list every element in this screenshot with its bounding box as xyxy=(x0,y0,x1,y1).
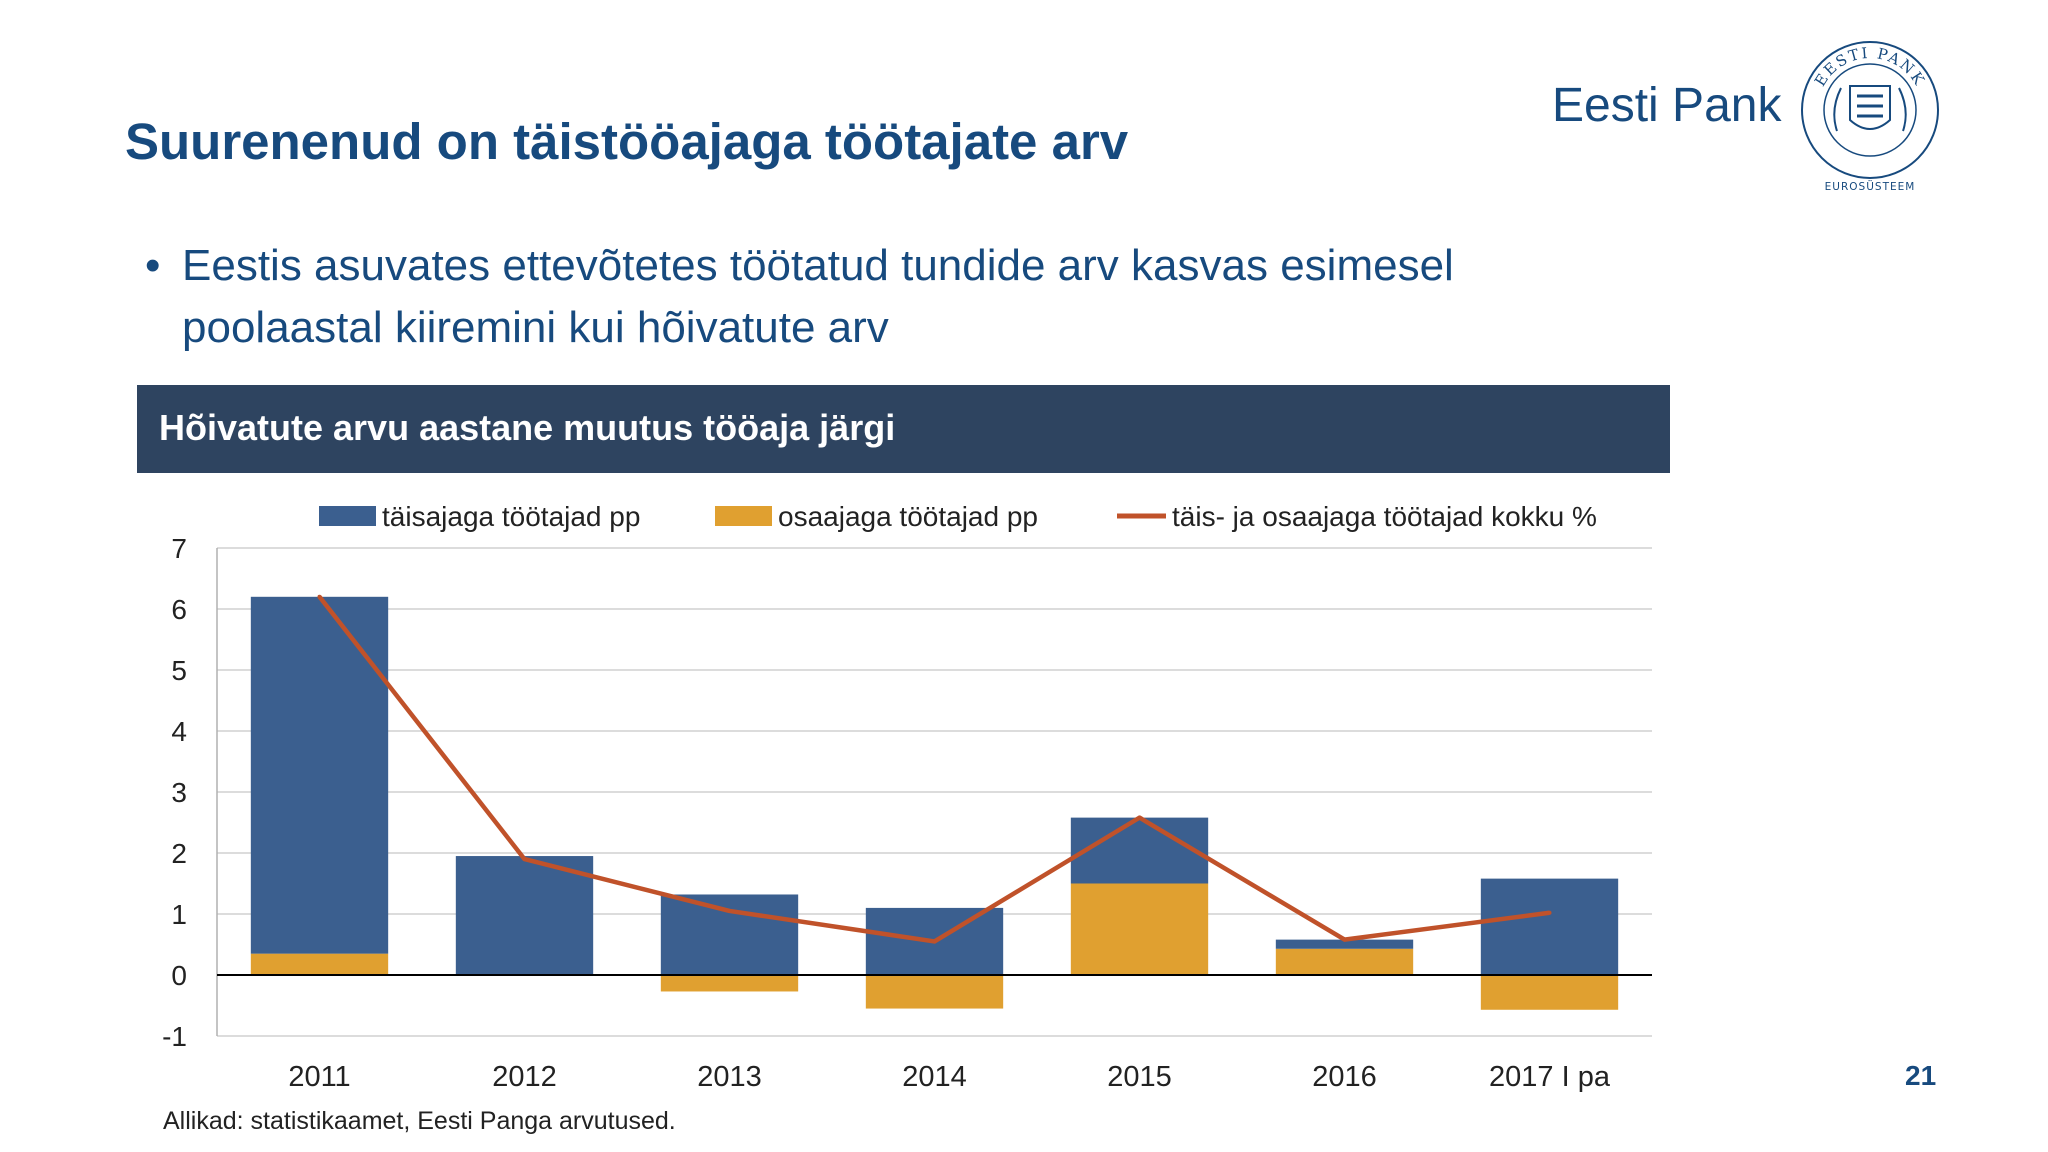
total-line-point xyxy=(1137,815,1142,820)
seal-subtitle: EUROSÜSTEEM xyxy=(1825,180,1916,193)
legend-label: täis- ja osaajaga töötajad kokku % xyxy=(1172,501,1597,532)
bar-full-time xyxy=(250,596,389,954)
y-tick-label: 7 xyxy=(171,533,187,564)
y-tick-label: 1 xyxy=(171,899,187,930)
y-tick-label: 3 xyxy=(171,777,187,808)
x-tick-label: 2012 xyxy=(492,1061,557,1093)
total-line-point xyxy=(522,857,527,862)
bar-full-time xyxy=(455,856,594,975)
bar-full-time xyxy=(1275,939,1414,949)
y-tick-label: 6 xyxy=(171,594,187,625)
bullet-icon: • xyxy=(145,241,161,290)
chart-area: -1 0 1 2 3 4 5 6 7 2011 2012 2013 2014 2015 2016 2017 I… xyxy=(137,473,1670,1093)
x-tick-label: 2014 xyxy=(902,1061,967,1093)
x-tick-label: 2017 I pa xyxy=(1489,1061,1611,1093)
bar-part-time xyxy=(250,953,389,975)
chart-header: Hõivatute arvu aastane muutus tööaja jär… xyxy=(137,385,1670,473)
bar-part-time xyxy=(1275,948,1414,975)
brand-name: Eesti Pank xyxy=(1552,79,1782,132)
bar-full-time xyxy=(1070,817,1209,884)
y-tick-label: 4 xyxy=(171,716,187,747)
bullet-text: Eestis asuvates ettevõtetes töötatud tun… xyxy=(182,241,1454,352)
bar-part-time xyxy=(660,975,799,992)
bar-part-time xyxy=(865,975,1004,1009)
legend-swatch xyxy=(715,506,772,526)
total-line-point xyxy=(1547,910,1552,915)
legend-label: täisajaga töötajad pp xyxy=(382,501,640,532)
chart-canvas: -1 0 1 2 3 4 5 6 7 2011 2012 2013 2014 2015 2016 2017 I… xyxy=(162,501,1652,1093)
seal-ring-text: EESTI PANK xyxy=(1811,44,1927,90)
x-tick-label: 2011 xyxy=(288,1061,350,1093)
eesti-pank-seal-logo: EESTI PANK EUROSÜSTEEM xyxy=(1801,41,1939,193)
legend-swatch xyxy=(319,506,376,526)
total-line-point xyxy=(317,594,322,599)
bar-part-time xyxy=(1070,883,1209,975)
y-tick-label: -1 xyxy=(162,1021,187,1052)
y-tick-label: 0 xyxy=(171,960,187,991)
source-note: Allikad: statistikaamet, Eesti Panga arv… xyxy=(163,1107,676,1135)
bar-full-time xyxy=(1480,878,1619,975)
slide-title: Suurenenud on täistööajaga töötajate arv xyxy=(125,113,1129,170)
bar-full-time xyxy=(660,894,799,975)
legend-label: osaajaga töötajad pp xyxy=(778,501,1038,532)
x-tick-label: 2016 xyxy=(1312,1061,1377,1093)
bar-part-time xyxy=(1480,975,1619,1010)
x-tick-label: 2013 xyxy=(697,1061,762,1093)
chart-title: Hõivatute arvu aastane muutus tööaja jär… xyxy=(159,407,896,448)
y-tick-label: 2 xyxy=(171,838,187,869)
y-tick-label: 5 xyxy=(171,655,187,686)
page-number: 21 xyxy=(1905,1060,1937,1091)
x-tick-label: 2015 xyxy=(1107,1061,1172,1093)
svg-text:EESTI PANK: EESTI PANK xyxy=(1811,44,1929,90)
total-line-point xyxy=(727,908,732,913)
total-line-point xyxy=(1342,937,1347,942)
total-line-point xyxy=(932,939,937,944)
